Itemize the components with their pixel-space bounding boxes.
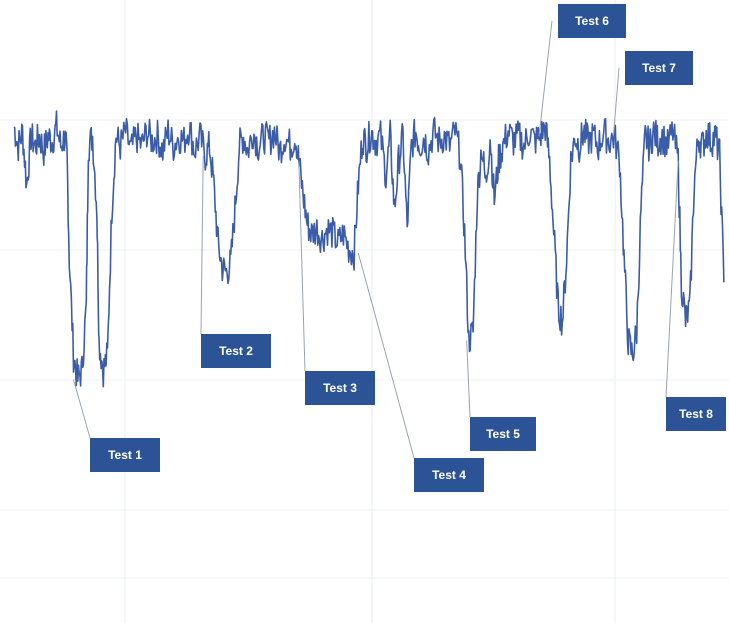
annotation-label: Test 8 [666, 397, 726, 431]
annotation-label-box [305, 371, 375, 405]
annotation-leader-line [73, 379, 91, 439]
annotation-leader-line [665, 160, 679, 398]
annotation-label-text: Test 6 [575, 14, 609, 28]
annotation-label: Test 1 [90, 438, 160, 472]
annotation-leaders [73, 20, 679, 459]
annotation-label-text: Test 1 [108, 448, 142, 462]
annotation-label: Test 2 [201, 334, 271, 368]
annotation-label-box [666, 397, 726, 431]
annotation-leader-line [466, 340, 471, 418]
annotation-label: Test 7 [625, 51, 693, 85]
annotation-label-text: Test 8 [679, 407, 713, 421]
annotation-label-text: Test 2 [219, 344, 253, 358]
annotation-label: Test 5 [470, 417, 536, 451]
annotation-label-box [558, 4, 626, 38]
annotation-label: Test 4 [414, 458, 484, 492]
annotation-label-box [470, 417, 536, 451]
annotation-label-box [90, 438, 160, 472]
annotation-label: Test 3 [305, 371, 375, 405]
annotation-leader-line [200, 155, 204, 335]
annotation-labels: Test 1 Test 2 Test 3 Test 4 Test 5 Test 6 Test… [90, 4, 726, 492]
annotation-label-text: Test 3 [323, 381, 357, 395]
annotation-leader-line [612, 67, 620, 137]
annotation-label-box [201, 334, 271, 368]
annotation-label-box [625, 51, 693, 85]
annotation-leader-line [298, 160, 306, 372]
annotation-label-text: Test 5 [486, 427, 520, 441]
annotation-label-box [414, 458, 484, 492]
annotation-leader-line [538, 20, 553, 137]
signal-series-line [13, 110, 725, 388]
annotation-label-text: Test 4 [432, 468, 466, 482]
annotation-label: Test 6 [558, 4, 626, 38]
annotation-leader-line [357, 252, 415, 459]
annotation-label-text: Test 7 [642, 61, 676, 75]
